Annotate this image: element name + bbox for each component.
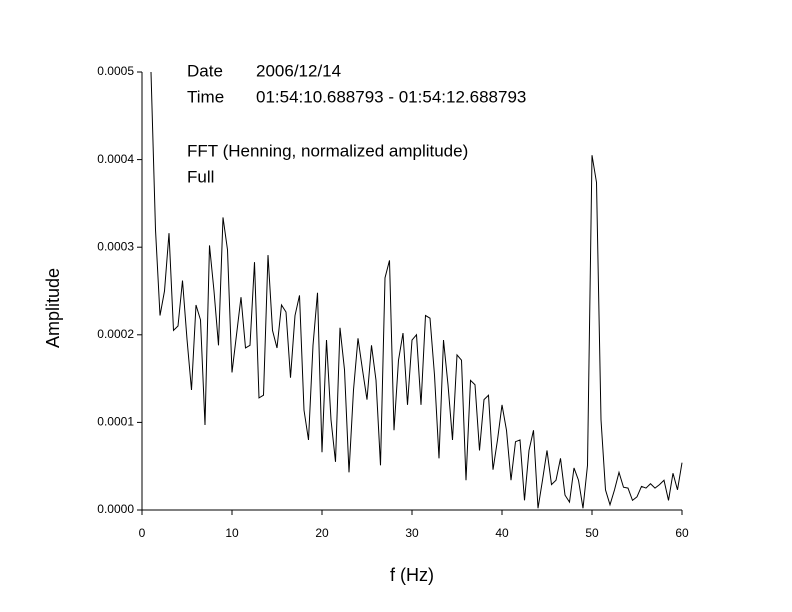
- annotation: Date: [187, 61, 223, 80]
- fft-line: [150, 71, 683, 509]
- annotation: Full: [187, 167, 214, 186]
- y-axis-title: Amplitude: [43, 268, 63, 348]
- y-tick-label: 0.0000: [97, 502, 134, 516]
- x-tick-label: 0: [139, 526, 146, 540]
- y-tick-label: 0.0001: [97, 415, 134, 429]
- x-tick-label: 30: [405, 526, 419, 540]
- annotation: Time: [187, 87, 224, 106]
- x-tick-label: 20: [315, 526, 329, 540]
- x-tick-label: 60: [675, 526, 689, 540]
- y-tick-label: 0.0005: [97, 64, 134, 78]
- x-axis-title: f (Hz): [390, 565, 434, 585]
- x-tick-label: 50: [585, 526, 599, 540]
- y-tick-label: 0.0003: [97, 239, 134, 253]
- x-tick-label: 10: [225, 526, 239, 540]
- annotation: 2006/12/14: [256, 61, 341, 80]
- y-tick-label: 0.0004: [97, 152, 134, 166]
- annotation: FFT (Henning, normalized amplitude): [187, 141, 468, 160]
- y-tick-label: 0.0002: [97, 327, 134, 341]
- x-tick-label: 40: [495, 526, 509, 540]
- annotation: 01:54:10.688793 - 01:54:12.688793: [256, 87, 526, 106]
